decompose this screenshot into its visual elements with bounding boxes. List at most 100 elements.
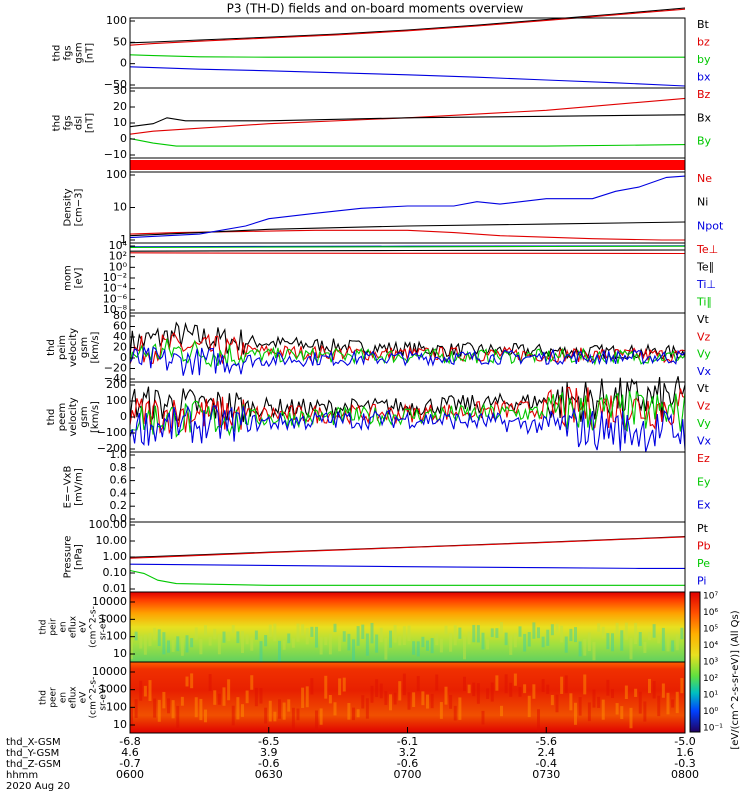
spectrogram-texture [652, 624, 656, 638]
spectrogram-texture [167, 698, 170, 714]
x-row-label: thd_Z-GSM [6, 759, 61, 770]
spectrogram-texture [629, 638, 633, 660]
spectrogram-texture [611, 689, 614, 698]
spectrogram-texture [606, 633, 610, 650]
y-axis-label: peer [49, 687, 59, 708]
y-axis-label: peir [49, 618, 59, 636]
y-axis-label: (cm^2-s- [89, 677, 99, 719]
spectrogram-texture [444, 686, 448, 705]
spectrogram-texture [435, 633, 439, 646]
spectrogram-texture [204, 625, 207, 636]
spectrogram-texture [180, 638, 184, 656]
x-tick-label: -6.8 [119, 735, 140, 748]
spectrogram-texture [657, 634, 661, 644]
y-tick-label: 10⁴ [109, 239, 128, 252]
spectrogram-texture [227, 679, 231, 701]
x-row-label: hhmm [6, 770, 38, 781]
spectrogram-texture [287, 633, 291, 644]
spectrogram-texture [398, 635, 402, 646]
y-tick-label: −20 [104, 362, 127, 375]
legend-entry: Pe [697, 557, 710, 570]
series-fgs-gsm-3 [129, 66, 686, 87]
legend-entry: Ez [697, 452, 710, 465]
y-tick-label: 10⁻⁴ [103, 282, 128, 295]
y-tick-label: 100 [106, 168, 127, 181]
spectrogram-texture [601, 699, 605, 720]
spectrogram-texture [328, 694, 332, 704]
legend-entry: Vz [697, 400, 711, 413]
panel-efield: 1.00.80.60.40.20.0 E=−VxB [mV/m] Ez Ey Ex [63, 448, 711, 525]
legend-entry: Pi [697, 575, 706, 588]
y-tick-label: 10⁻⁸ [103, 303, 128, 316]
spectrogram-texture [338, 678, 342, 696]
spectrogram-texture [661, 627, 665, 651]
spectrogram-texture [393, 692, 397, 705]
spectrogram-texture [453, 705, 457, 721]
y-tick-label: 1000 [99, 683, 127, 696]
y-tick-label: −50 [104, 78, 127, 91]
spectrogram-texture [476, 683, 480, 704]
y-tick-label: 0 [120, 410, 127, 423]
colorbar-tick-label: 10⁷ [703, 592, 718, 602]
panel-fgs-dsl: 30 20 10 0 −10 thd fgs dsl [nT] Bz Bx By [52, 84, 712, 161]
legend-entry: Vx [697, 435, 712, 448]
x-time-label: 0600 [116, 768, 144, 781]
spectrogram-texture [541, 636, 545, 648]
spectrogram-texture [176, 636, 180, 652]
spectrogram-texture [546, 684, 550, 694]
series-pressure-3 [129, 563, 685, 569]
spectrogram-texture [597, 623, 601, 632]
series-density-1 [129, 221, 686, 237]
spectrogram-texture [199, 639, 203, 655]
y-axis-label: E=−VxB [63, 466, 74, 509]
spectrogram-texture [426, 640, 429, 651]
legend-entry: Npot [697, 219, 724, 232]
colorbar-gradient [689, 591, 701, 733]
spectrogram-texture [148, 633, 152, 647]
y-axis-label: peim [57, 335, 68, 360]
spectrogram-texture [153, 627, 157, 641]
spectrogram-texture [190, 638, 194, 648]
spectrogram-texture [268, 700, 272, 722]
y-tick-label: 1000 [99, 612, 127, 625]
spectrogram-texture [231, 625, 235, 634]
panel-fgs-gsm: 100 50 0 −50 thd fgs gsm [nT] Bt bz by bx [52, 7, 711, 91]
series-fgs-dsl-2 [129, 138, 686, 147]
spectrogram-texture [389, 630, 392, 648]
legend-entry: Bz [697, 88, 711, 101]
spectrogram-texture [527, 695, 531, 718]
panel-density: 100 10 1 Density [cm−3] Ne Ni Npot [63, 168, 724, 246]
spectrogram-texture [227, 631, 231, 642]
y-axis-label: velocity [68, 397, 79, 436]
y-tick-label: 1 [120, 233, 127, 246]
legend-entry: bz [697, 36, 710, 49]
legend-entry: bx [697, 71, 711, 84]
y-axis-label: gsm [79, 337, 90, 358]
x-tick-label: 4.6 [121, 746, 139, 759]
y-axis-label: Density [63, 188, 74, 226]
y-tick-label: 80 [113, 309, 127, 322]
spectrogram-texture [328, 633, 332, 655]
spectrogram-texture [481, 710, 485, 725]
colorbar-tick-label: 10³ [703, 658, 718, 668]
y-axis-label: eV [79, 691, 89, 704]
spectrogram-texture [587, 702, 591, 722]
spectrogram-texture [638, 632, 642, 646]
colorbar-tick-label: 10⁶ [703, 608, 718, 618]
legend-entry: Pt [697, 522, 709, 535]
legend-entry: Ex [697, 499, 711, 512]
spectrogram-texture [134, 631, 138, 641]
y-tick-label: 60 [113, 320, 127, 333]
legend-entry: Ni [697, 196, 708, 209]
colorbar-tick-label: 10⁴ [703, 641, 718, 651]
y-axis-label: thd [52, 115, 63, 132]
spectrogram-texture [407, 692, 411, 710]
spectrogram-texture [333, 623, 337, 633]
spectrogram-texture [139, 635, 143, 649]
y-tick-label: 10 [113, 201, 127, 214]
spectrogram-texture [148, 680, 152, 702]
spectrogram-texture [273, 711, 277, 722]
y-tick-label: 10.00 [96, 534, 128, 547]
y-axis-label: [cm−3] [74, 189, 85, 227]
